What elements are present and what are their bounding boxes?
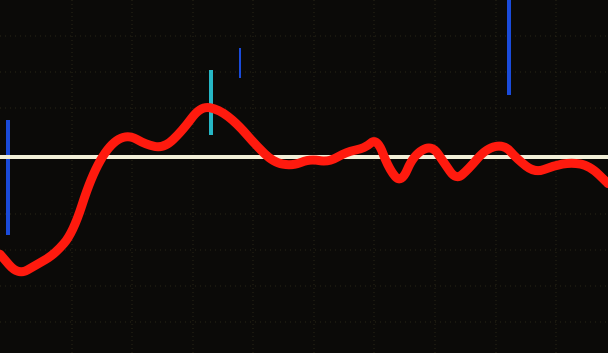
spike-artifact: [209, 70, 213, 135]
small-artifact: [239, 48, 241, 78]
signal-trace: [0, 102, 608, 277]
signal-artifacts: [6, 0, 511, 235]
top-right-artifact: [507, 0, 511, 95]
left-edge-artifact: [6, 120, 10, 235]
